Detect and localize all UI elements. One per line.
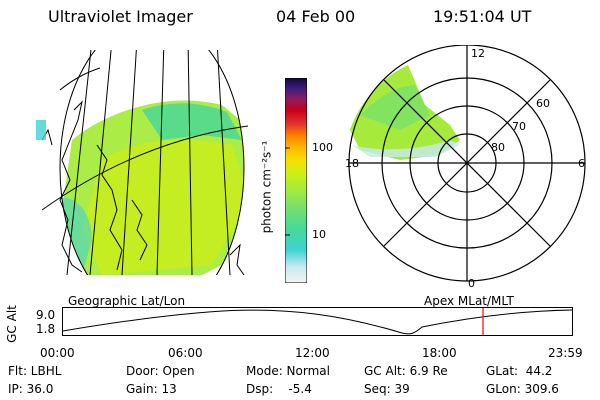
mlat-label-80: 80 — [491, 141, 505, 154]
orbit-x-tick-0: 00:00 — [40, 346, 75, 360]
orbit-x-tick-1: 06:00 — [168, 346, 203, 360]
colorbar-unit-label: photon cm⁻²s⁻¹ — [259, 140, 274, 234]
status-seq: Seq: 39 — [364, 382, 410, 396]
orbit-axis-label: GC Alt — [4, 305, 19, 343]
polar-mlt-plot — [348, 45, 586, 282]
geographic-image — [36, 50, 249, 275]
polar-plot-title: Apex MLat/MLT — [424, 294, 514, 308]
status-dsp: Dsp: -5.4 — [246, 382, 312, 396]
mlat-label-70: 70 — [512, 120, 526, 133]
colorbar-tick-10: 10 — [312, 228, 326, 241]
colorbar-tick-100: 100 — [312, 141, 333, 154]
mlt-label-0: 0 — [468, 277, 475, 290]
orbit-y-bottom: 1.8 — [36, 322, 56, 336]
mlat-label-60: 60 — [536, 97, 550, 110]
status-glon: GLon: 309.6 — [486, 382, 559, 396]
mlt-label-18: 18 — [345, 157, 359, 170]
orbit-altitude-curve — [62, 309, 573, 335]
geo-map-title: Geographic Lat/Lon — [68, 294, 186, 308]
status-glat: GLat: 44.2 — [486, 364, 553, 378]
orbit-altitude-plot — [62, 307, 573, 336]
coastline — [41, 100, 245, 275]
orbit-x-tick-3: 18:00 — [422, 346, 457, 360]
image-date: 04 Feb 00 — [276, 7, 356, 26]
status-gc-alt: GC Alt: 6.9 Re — [364, 364, 448, 378]
mlt-label-6: 6 — [578, 157, 585, 170]
orbit-y-top: 9.0 — [36, 308, 56, 322]
graticule — [41, 50, 249, 275]
image-time: 19:51:04 UT — [433, 7, 532, 26]
mlt-label-12: 12 — [471, 47, 485, 60]
status-door: Door: Open — [126, 364, 195, 378]
instrument-title: Ultraviolet Imager — [48, 7, 193, 26]
orbit-x-tick-4: 23:59 — [548, 346, 583, 360]
intensity-colorbar — [285, 78, 307, 283]
status-ip: IP: 36.0 — [8, 382, 54, 396]
status-filter: Flt: LBHL — [8, 364, 62, 378]
status-gain: Gain: 13 — [126, 382, 177, 396]
orbit-x-tick-2: 12:00 — [295, 346, 330, 360]
status-mode: Mode: Normal — [246, 364, 330, 378]
